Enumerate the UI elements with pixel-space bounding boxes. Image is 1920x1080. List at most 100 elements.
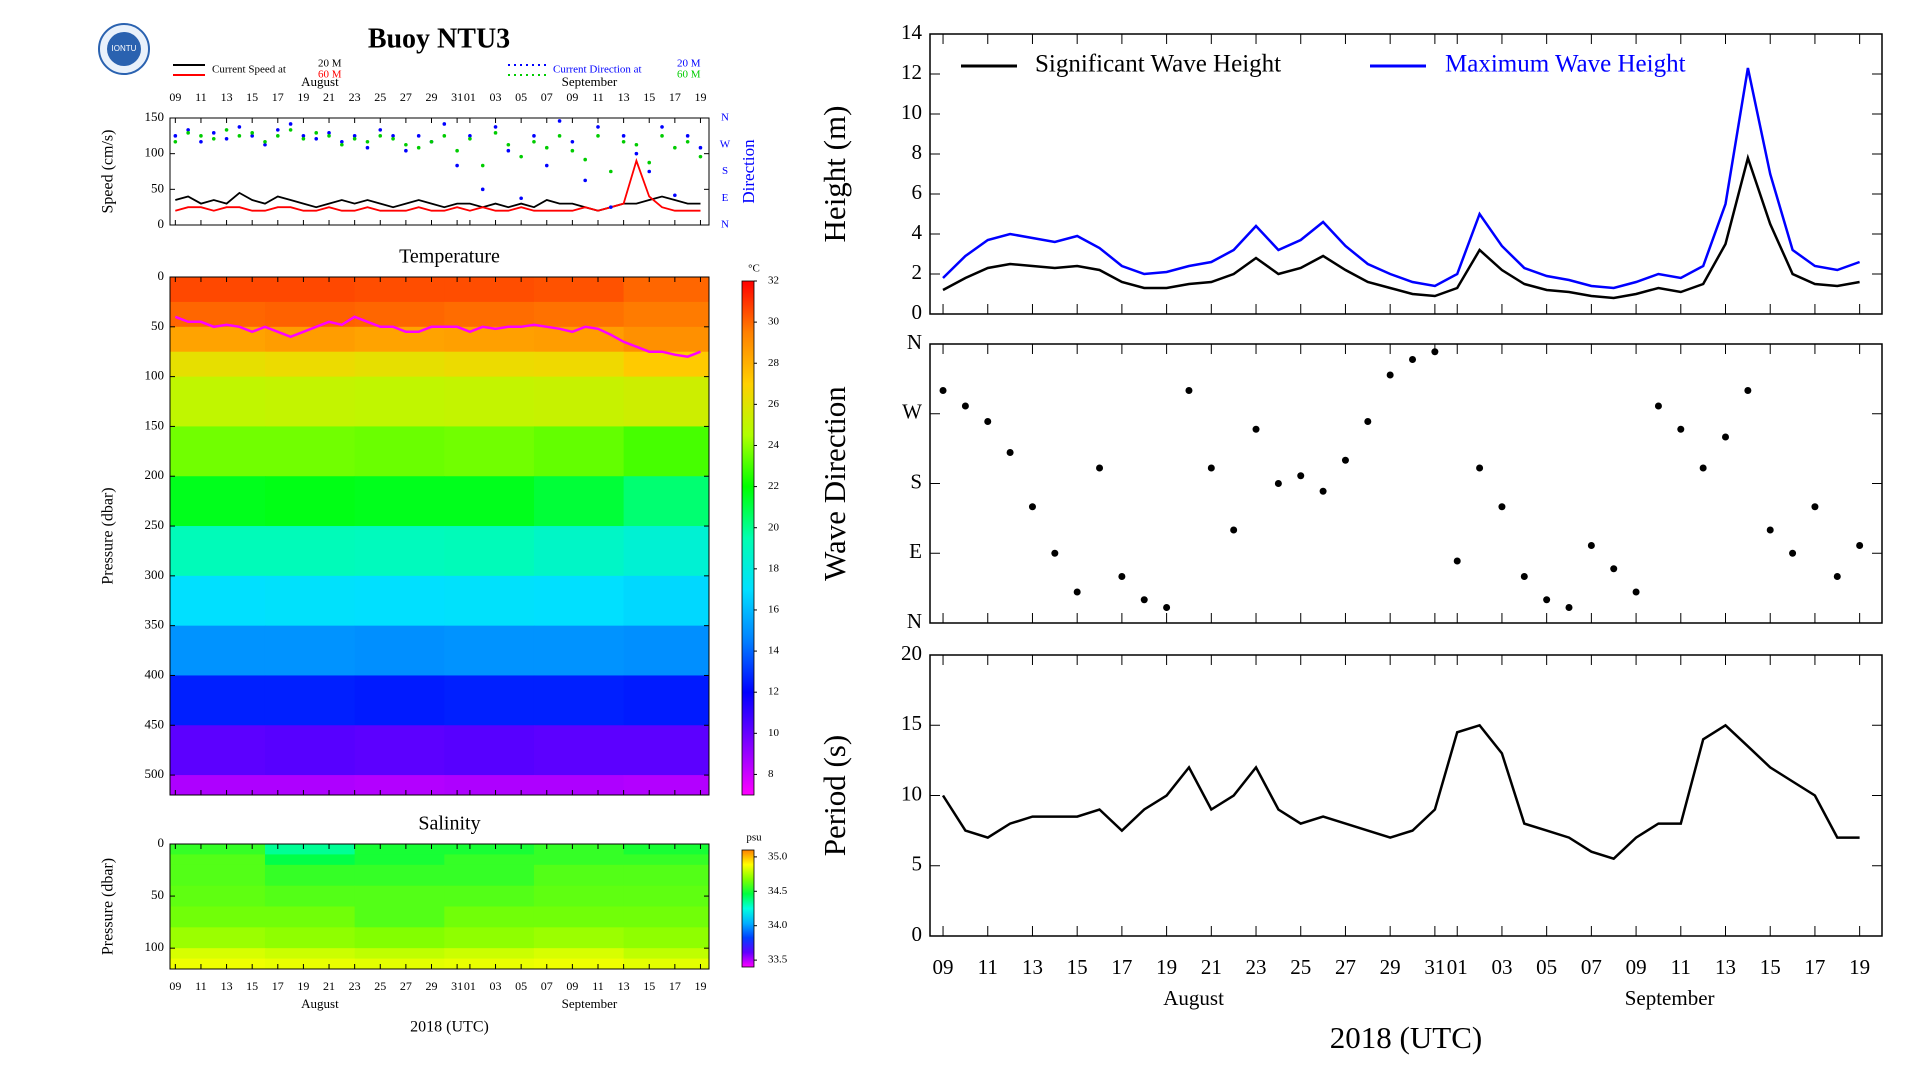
direction-point — [1386, 371, 1394, 379]
legend-entry: 60 M — [318, 69, 342, 81]
heat-cell — [623, 476, 709, 527]
direction-dot — [404, 142, 408, 147]
colorbar-tick-label: 32 — [768, 275, 779, 287]
x-axis-label: 2018 (UTC) — [1330, 1020, 1482, 1055]
x-tick-label: 25 — [1290, 955, 1311, 979]
heat-cell — [623, 725, 709, 776]
y-tick-label: 400 — [145, 666, 165, 681]
y-tick-label: 10 — [901, 781, 922, 805]
direction-point — [1632, 588, 1640, 596]
colorbar-tick-label: 34.0 — [768, 919, 788, 931]
direction-point — [1028, 503, 1036, 511]
direction-dot — [647, 160, 652, 165]
heat-cell — [533, 958, 625, 969]
colorbar-tick-label: 16 — [768, 603, 780, 615]
direction-dot — [186, 128, 190, 132]
direction-dot — [442, 134, 447, 138]
x-tick-label: 03 — [1491, 955, 1512, 979]
x-tick-label: 13 — [618, 90, 630, 104]
heat-cell — [533, 854, 625, 866]
direction-dot — [698, 154, 703, 159]
heat-cell — [264, 864, 356, 887]
x-axis-label: 2018 (UTC) — [410, 1019, 489, 1036]
direction-point — [1118, 573, 1126, 580]
y-tick-label: 0 — [158, 835, 165, 850]
heat-cell — [264, 625, 356, 676]
plot-area — [941, 723, 1860, 861]
colorbar-tick-label: 14 — [768, 645, 780, 657]
direction-dot — [340, 139, 344, 144]
direction-dot — [211, 137, 216, 141]
x-tick-label: 09 — [566, 90, 578, 104]
heat-cell — [623, 376, 709, 427]
heat-cell — [354, 625, 445, 676]
series-line — [942, 67, 1861, 290]
heat-cell — [170, 277, 266, 303]
x-tick-label: 11 — [1671, 955, 1691, 979]
x-tick-label: 05 — [515, 979, 527, 993]
x-tick-label: 09 — [1626, 955, 1647, 979]
x-tick-label: 21 — [323, 90, 335, 104]
y2-tick-label: W — [720, 138, 731, 150]
heat-cell — [170, 854, 266, 866]
direction-point — [1163, 604, 1171, 611]
direction-dot — [391, 137, 395, 141]
x-tick-label: 19 — [297, 90, 309, 104]
y2-axis-label: Direction — [739, 139, 758, 204]
y-tick-label: 100 — [145, 145, 165, 160]
x-tick-label: 13 — [1715, 955, 1736, 979]
direction-point — [1789, 549, 1797, 557]
series-line — [941, 723, 1860, 861]
heat-cell — [533, 326, 625, 353]
heat-cell — [533, 675, 625, 726]
direction-point — [1856, 542, 1864, 549]
direction-dot — [583, 157, 587, 162]
direction-dot — [698, 145, 703, 150]
heat-cell — [354, 854, 445, 866]
direction-dot — [340, 142, 344, 147]
direction-dot — [224, 128, 229, 132]
y-tick-label: 150 — [145, 109, 165, 124]
direction-dot — [519, 196, 523, 201]
direction-dot — [480, 187, 485, 192]
x-tick-label: 11 — [978, 955, 998, 979]
heat-cell — [623, 301, 709, 328]
direction-dot — [378, 128, 383, 132]
direction-point — [1744, 387, 1752, 394]
direction-dot — [596, 125, 600, 129]
direction-point — [1833, 573, 1841, 580]
direction-dot — [365, 139, 370, 144]
heat-cell — [623, 775, 709, 795]
direction-point — [1140, 596, 1148, 604]
heat-cell — [264, 426, 356, 477]
x-tick-label: 17 — [1804, 955, 1825, 979]
x-tick-label: 17 — [669, 90, 681, 104]
month-label: September — [562, 74, 618, 89]
direction-dot — [301, 137, 306, 141]
x-tick-label: 05 — [515, 90, 527, 104]
heat-cell — [533, 948, 625, 960]
plot-area — [939, 348, 1864, 611]
direction-point — [1654, 402, 1662, 410]
heat-cell — [264, 675, 356, 726]
heat-cell — [170, 927, 266, 949]
heat-cell — [623, 844, 709, 855]
x-tick-label: 11 — [195, 90, 207, 104]
heat-cell — [444, 476, 535, 527]
plot-area — [173, 119, 703, 212]
month-label: August — [301, 74, 339, 89]
heat-cell — [533, 864, 625, 887]
y-tick-label: 200 — [145, 467, 165, 482]
heat-cell — [354, 426, 445, 477]
heat-cell — [170, 775, 266, 795]
mixed-layer-line — [174, 315, 701, 358]
x-tick-label: 27 — [1335, 955, 1356, 979]
direction-point — [1051, 549, 1059, 557]
heat-cell — [264, 844, 356, 855]
direction-point — [1722, 433, 1730, 441]
direction-dot — [314, 131, 319, 135]
heat-cell — [264, 301, 356, 328]
x-tick-label: 17 — [272, 90, 284, 104]
y-tick-label: 0 — [158, 268, 165, 283]
